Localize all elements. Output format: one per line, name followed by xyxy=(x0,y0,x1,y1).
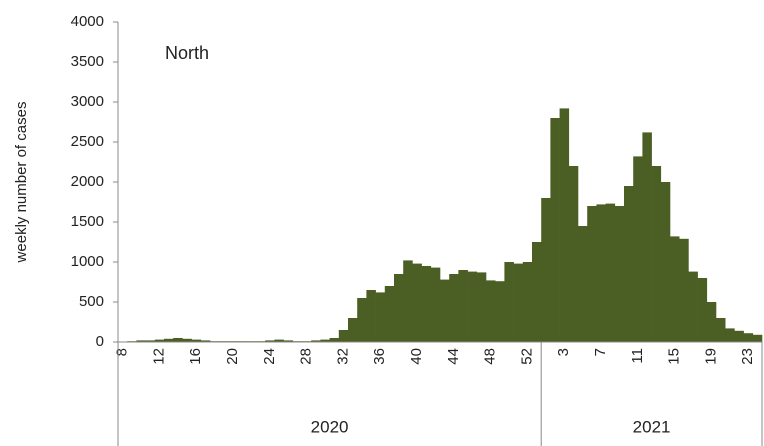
bar xyxy=(706,302,717,342)
bar xyxy=(467,271,478,342)
x-tick-label: 15 xyxy=(666,348,683,365)
bar xyxy=(265,340,275,342)
bar xyxy=(366,290,376,342)
y-tick-label: 1000 xyxy=(71,253,104,270)
bar xyxy=(191,339,202,342)
y-tick-label: 4000 xyxy=(71,13,104,30)
bar xyxy=(504,262,514,342)
bar xyxy=(568,166,579,342)
bar xyxy=(145,340,156,342)
bar xyxy=(154,339,165,342)
bar xyxy=(384,286,395,342)
bar xyxy=(752,334,763,342)
bar xyxy=(338,330,349,342)
x-tick-label: 32 xyxy=(334,348,351,365)
bar xyxy=(440,279,450,342)
bar xyxy=(578,226,588,342)
x-tick-label: 48 xyxy=(482,348,499,365)
bar xyxy=(532,242,542,342)
bar xyxy=(375,292,386,342)
bar xyxy=(559,108,570,343)
bar xyxy=(697,278,708,342)
bar xyxy=(403,260,413,342)
bar xyxy=(596,204,606,342)
x-tick-label: 28 xyxy=(298,348,315,365)
y-tick-label: 2000 xyxy=(71,173,104,190)
y-tick-label: 500 xyxy=(79,293,104,310)
bar xyxy=(725,328,735,342)
bar xyxy=(274,339,284,342)
x-tick-label: 24 xyxy=(261,348,278,365)
x-tick-label: 12 xyxy=(150,348,167,365)
bar xyxy=(458,270,468,342)
annotation: North xyxy=(165,43,209,63)
bar xyxy=(550,118,560,342)
x-tick-label: 23 xyxy=(739,348,756,365)
bar xyxy=(173,338,183,342)
bar xyxy=(164,338,174,342)
bar xyxy=(495,281,505,342)
x-tick-label: 52 xyxy=(518,348,535,365)
x-tick-label: 20 xyxy=(224,348,241,365)
x-tick-label: 3 xyxy=(555,348,572,356)
bar xyxy=(541,198,551,342)
x-group-label: 2021 xyxy=(633,417,671,436)
bar xyxy=(449,274,459,342)
bar xyxy=(605,203,616,342)
bar xyxy=(486,280,496,342)
bar xyxy=(587,206,597,342)
bar xyxy=(182,338,192,342)
bar xyxy=(522,262,533,342)
bar xyxy=(283,340,294,342)
bar xyxy=(430,267,441,342)
x-tick-label: 7 xyxy=(592,348,609,356)
bar xyxy=(357,298,367,342)
bar xyxy=(320,339,330,342)
bar xyxy=(633,156,643,342)
x-group-label: 2020 xyxy=(311,417,349,436)
x-tick-label: 44 xyxy=(445,348,462,365)
bar xyxy=(734,330,744,342)
bar xyxy=(688,271,698,342)
bar xyxy=(716,318,726,342)
x-tick-label: 11 xyxy=(629,348,646,364)
x-tick-label: 19 xyxy=(702,348,719,365)
y-axis-label: weekly number of cases xyxy=(13,102,30,264)
bar xyxy=(651,166,662,342)
bar xyxy=(624,186,634,342)
bar xyxy=(679,238,689,342)
x-tick-label: 8 xyxy=(114,348,131,356)
bar xyxy=(513,263,524,342)
bar xyxy=(743,333,754,342)
y-tick-label: 0 xyxy=(96,333,104,350)
y-tick-label: 2500 xyxy=(71,133,104,150)
bar xyxy=(421,266,432,342)
bar xyxy=(642,132,652,342)
bar xyxy=(311,340,321,342)
bar xyxy=(660,182,671,342)
y-tick-label: 3500 xyxy=(71,53,104,70)
x-tick-label: 40 xyxy=(408,348,425,365)
bar xyxy=(476,272,487,342)
y-tick-label: 1500 xyxy=(71,213,104,230)
bar xyxy=(412,263,422,342)
bar xyxy=(394,274,404,342)
x-tick-label: 16 xyxy=(187,348,204,365)
bar xyxy=(329,338,340,342)
bar xyxy=(670,236,680,342)
bar xyxy=(348,318,358,342)
x-tick-label: 36 xyxy=(371,348,388,365)
bar xyxy=(136,340,146,342)
bar xyxy=(614,206,625,342)
bar xyxy=(200,340,211,342)
y-tick-label: 3000 xyxy=(71,93,104,110)
